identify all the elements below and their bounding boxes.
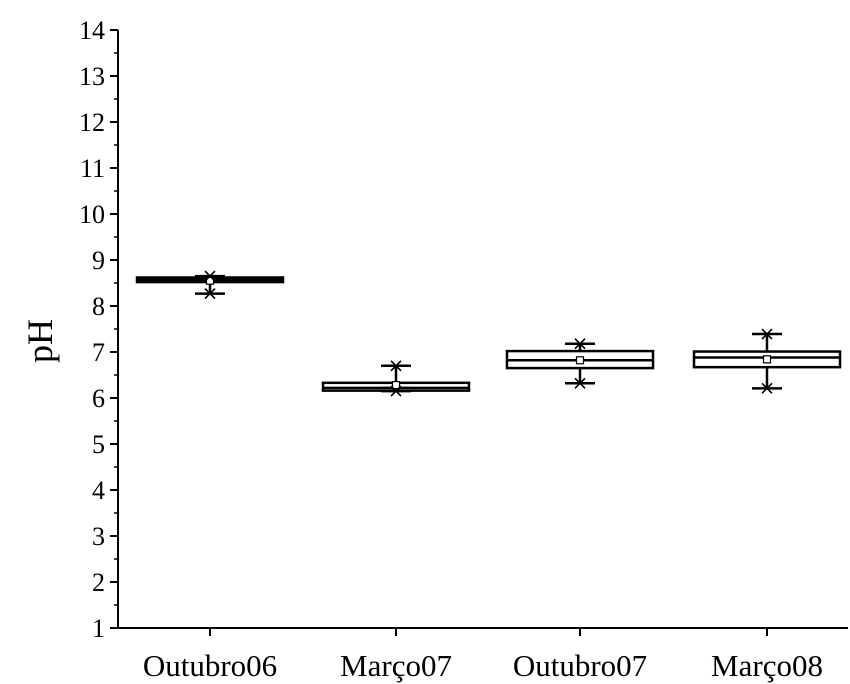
y-tick-label: 11 [80, 154, 105, 183]
box-4 [692, 328, 842, 394]
y-tick-label: 14 [79, 16, 105, 45]
x-category-label: Outubro07 [513, 648, 647, 683]
axes [110, 29, 848, 636]
extreme-marker [574, 377, 586, 389]
mean-marker [762, 355, 772, 364]
box-1 [135, 270, 285, 300]
x-category-label: Outubro06 [143, 648, 277, 683]
y-tick-label: 2 [92, 568, 105, 597]
y-tick-label: 8 [92, 292, 105, 321]
extreme-marker [574, 338, 586, 350]
extreme-marker [761, 382, 773, 394]
mean-marker [575, 356, 585, 365]
y-tick-label: 4 [92, 476, 105, 505]
extreme-marker [390, 360, 402, 372]
y-tick-label: 13 [79, 62, 105, 91]
y-tick-label: 9 [92, 246, 105, 275]
box-2 [321, 360, 471, 397]
extreme-marker [390, 385, 402, 397]
mean-marker [391, 381, 401, 390]
extreme-marker [204, 270, 216, 282]
extreme-marker [204, 288, 216, 300]
y-tick-label: 1 [92, 614, 105, 643]
y-tick-label: 3 [92, 522, 105, 551]
y-axis-title: pH [20, 319, 60, 363]
box-3 [505, 338, 655, 389]
extreme-marker [761, 328, 773, 340]
y-tick-label: 12 [79, 108, 105, 137]
y-tick-label: 6 [92, 384, 105, 413]
x-category-label: Março08 [711, 648, 823, 683]
x-category-label: Março07 [340, 648, 452, 683]
y-tick-label: 7 [92, 338, 105, 367]
boxes [135, 270, 842, 397]
y-tick-label: 5 [92, 430, 105, 459]
y-tick-label: 10 [79, 200, 105, 229]
